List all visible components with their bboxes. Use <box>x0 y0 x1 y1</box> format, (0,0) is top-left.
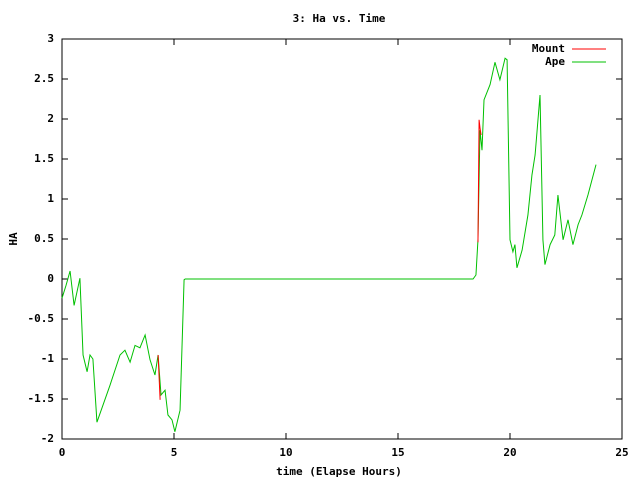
x-tick-label: 5 <box>171 446 178 459</box>
y-tick-label: 0 <box>47 272 54 285</box>
x-axis-label: time (Elapse Hours) <box>276 465 402 478</box>
series-line <box>157 119 482 400</box>
legend-label: Ape <box>545 55 565 68</box>
chart-title: 3: Ha vs. Time <box>293 12 386 25</box>
y-tick-label: 0.5 <box>34 232 54 245</box>
plot-frame <box>61 38 623 440</box>
x-tick-label: 10 <box>279 446 292 459</box>
y-tick-label: 3 <box>47 32 54 45</box>
y-tick-label: 1.5 <box>34 152 54 165</box>
x-tick-label: 20 <box>503 446 516 459</box>
y-tick-label: 2.5 <box>34 72 54 85</box>
y-tick-label: -2 <box>41 432 54 445</box>
y-tick-label: -1 <box>41 352 55 365</box>
y-tick-label: 2 <box>47 112 54 125</box>
x-tick-label: 15 <box>391 446 404 459</box>
y-tick-label: -1.5 <box>28 392 55 405</box>
legend-label: Mount <box>532 42 565 55</box>
y-tick-label: -0.5 <box>28 312 55 325</box>
series-line <box>61 57 597 432</box>
x-tick-label: 25 <box>615 446 628 459</box>
y-axis-label: HA <box>7 232 20 246</box>
y-tick-label: 1 <box>47 192 54 205</box>
x-tick-label: 0 <box>59 446 66 459</box>
